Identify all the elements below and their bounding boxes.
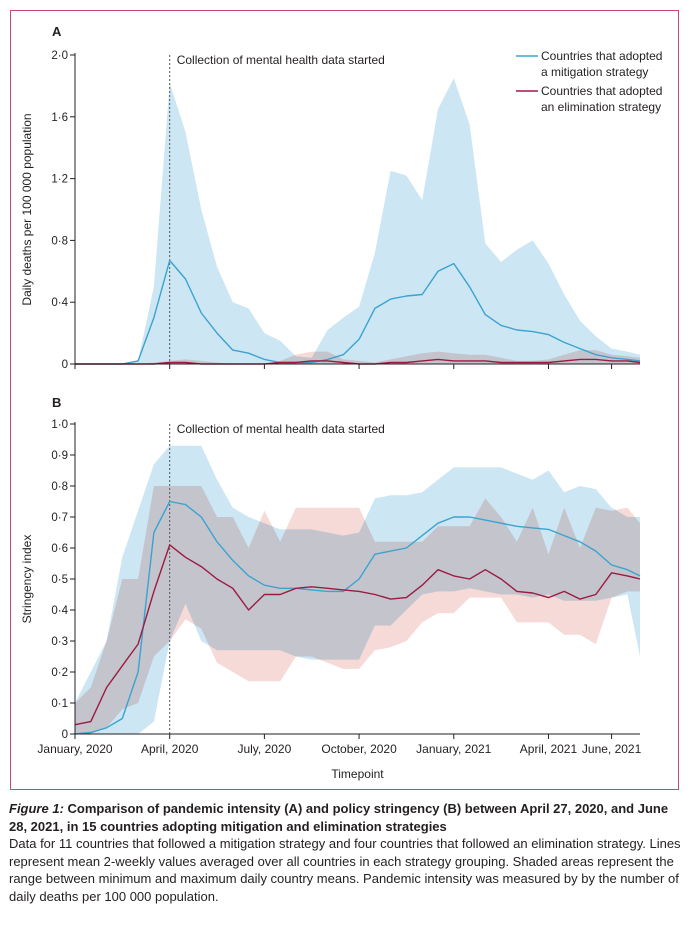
y-tick-label: 0·8 xyxy=(51,235,68,247)
x-tick-label: April, 2020 xyxy=(141,742,199,756)
y-tick-label: 1·6 xyxy=(51,112,68,124)
mitigation-mean-line xyxy=(75,259,641,365)
panel-letter: B xyxy=(52,395,61,410)
y-tick-label: 1·0 xyxy=(51,419,68,431)
y-tick-label: 0·4 xyxy=(51,297,68,309)
x-tick-label: January, 2020 xyxy=(37,742,112,756)
figure-charts: A Collection of mental health data starte… xyxy=(20,24,662,781)
annotation-text: Collection of mental health data started xyxy=(177,422,385,436)
y-tick-label: 0·1 xyxy=(51,698,68,710)
x-axis-label: Timepoint xyxy=(331,767,384,781)
x-tick-label: April, 2021 xyxy=(520,742,578,756)
y-tick-label: 0·4 xyxy=(51,605,68,617)
annotation-text: Collection of mental health data started xyxy=(177,53,385,67)
y-axis-label: Daily deaths per 100 000 population xyxy=(20,113,34,305)
panel-b: B Collection of mental health data starte… xyxy=(20,395,642,781)
y-tick-label: 0·6 xyxy=(51,543,68,555)
x-tick-label: July, 2020 xyxy=(237,742,291,756)
legend: Countries that adopted a mitigation strat… xyxy=(516,49,662,114)
caption-label: Figure 1: xyxy=(9,801,64,816)
elimination-mean-line xyxy=(74,544,641,726)
y-tick-label: 0 xyxy=(62,359,68,371)
figure-caption: Figure 1: Comparison of pandemic intensi… xyxy=(9,800,685,905)
elimination-range-band xyxy=(75,350,640,364)
y-axis-label: Stringency index xyxy=(20,535,34,624)
figure-frame xyxy=(10,10,679,790)
legend-elimination-label: Countries that adopted an elimination str… xyxy=(541,84,662,114)
x-tick-label: January, 2021 xyxy=(416,742,491,756)
y-tick-label: 0·2 xyxy=(51,667,68,679)
y-tick-label: 2·0 xyxy=(51,50,68,62)
x-tick-label: October, 2020 xyxy=(321,742,397,756)
elimination-range-band xyxy=(75,486,640,734)
y-tick-label: 0·9 xyxy=(51,450,68,462)
caption-body: Data for 11 countries that followed a mi… xyxy=(9,836,681,904)
panel-a: A Collection of mental health data starte… xyxy=(20,24,662,371)
mitigation-range-band xyxy=(75,78,640,364)
y-tick-label: 0·5 xyxy=(51,574,68,586)
caption-title-line: Figure 1: Comparison of pandemic intensi… xyxy=(9,800,685,835)
y-tick-label: 1·2 xyxy=(51,174,68,186)
y-tick-label: 0·3 xyxy=(51,636,68,648)
y-tick-label: 0·8 xyxy=(51,481,68,493)
y-tick-label: 0·7 xyxy=(51,512,68,524)
x-tick-label: June, 2021 xyxy=(582,742,642,756)
panel-letter: A xyxy=(52,24,62,39)
y-tick-label: 0 xyxy=(62,729,68,741)
caption-title: Comparison of pandemic intensity (A) and… xyxy=(9,801,669,834)
legend-mitigation-label: Countries that adopted a mitigation strat… xyxy=(541,49,662,79)
mitigation-mean-line xyxy=(74,500,641,735)
